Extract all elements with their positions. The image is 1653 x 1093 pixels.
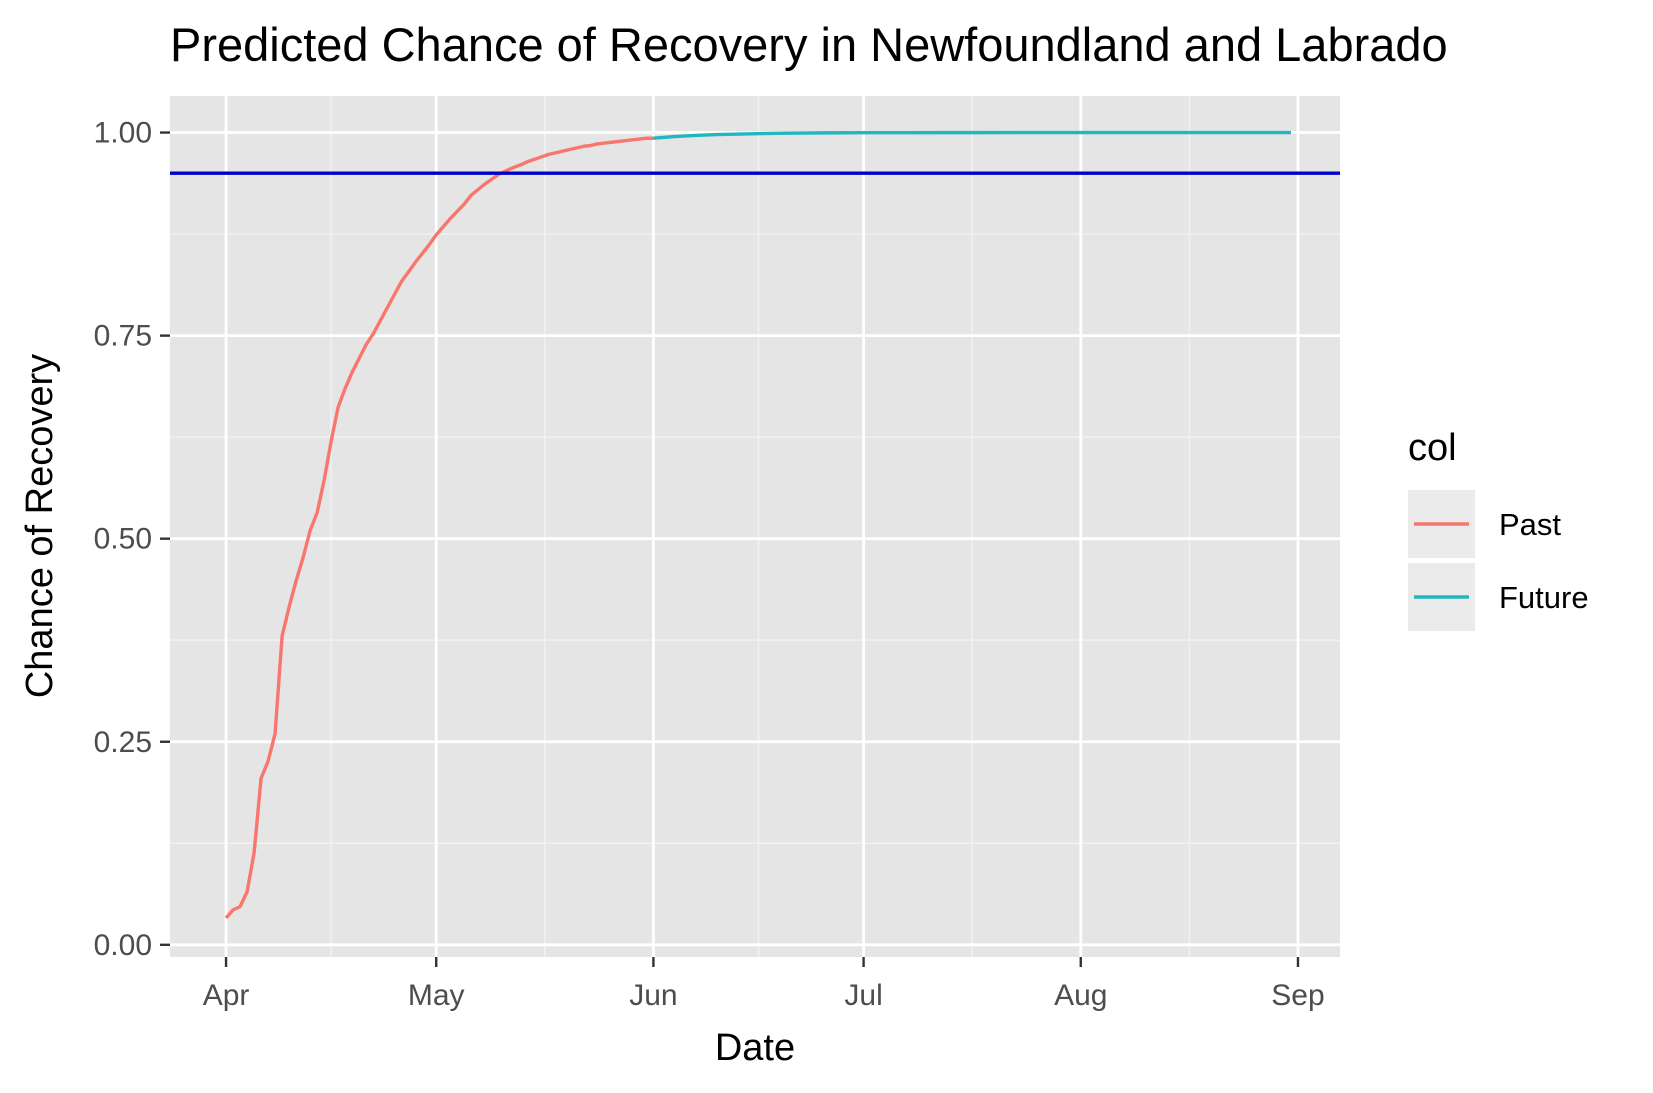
y-tick-label: 0.25: [94, 726, 152, 759]
series-line-future: [653, 130, 1291, 140]
legend: col Past Future: [1408, 427, 1589, 631]
y-tick-label: 0.00: [94, 929, 152, 962]
x-tick-label: Aug: [1054, 979, 1107, 1012]
chart-title: Predicted Chance of Recovery in Newfound…: [170, 18, 1448, 71]
series-layer: [224, 130, 1291, 920]
y-tick-label: 1.00: [94, 117, 152, 150]
plot-panel: [170, 96, 1340, 957]
legend-label-past: Past: [1499, 507, 1561, 542]
legend-label-future: Future: [1499, 580, 1589, 615]
x-tick-label: May: [408, 979, 465, 1012]
x-tick-label: Apr: [203, 979, 250, 1012]
x-axis: Apr May Jun Jul Aug Sep: [203, 957, 1325, 1012]
legend-title: col: [1408, 427, 1457, 469]
x-axis-title: Date: [715, 1027, 795, 1069]
series-line-past: [224, 136, 654, 920]
x-tick-label: Jun: [629, 979, 677, 1012]
y-tick-label: 0.50: [94, 523, 152, 556]
y-axis: 0.00 0.25 0.50 0.75 1.00: [94, 117, 170, 962]
x-tick-label: Jul: [844, 979, 882, 1012]
minor-gridlines: [170, 96, 1340, 957]
y-tick-label: 0.75: [94, 320, 152, 353]
y-axis-title: Chance of Recovery: [19, 354, 61, 698]
major-gridlines: [170, 96, 1340, 957]
x-tick-label: Sep: [1271, 979, 1324, 1012]
